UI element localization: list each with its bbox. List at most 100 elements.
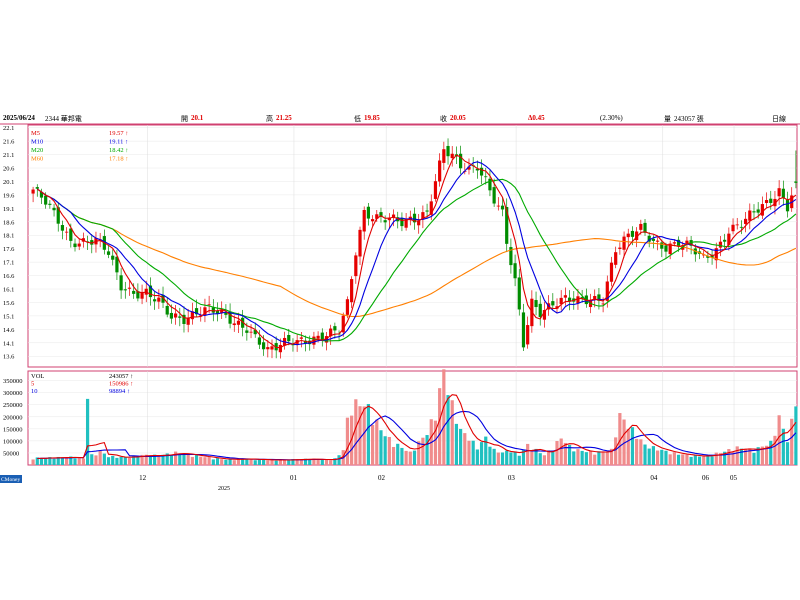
volume-bar	[555, 441, 559, 465]
candle-body	[127, 287, 132, 289]
price-tick-label: 20.1	[3, 179, 14, 186]
volume-bar	[60, 457, 65, 465]
volume-bar	[748, 448, 752, 465]
volume-bar	[391, 446, 396, 465]
volume-bar	[697, 456, 702, 465]
volume-bar	[731, 452, 735, 465]
price-legend: M5 19.57 ↑ M10 19.11 ↑ M20 18.42 ↑ M60 17.18 ↑	[31, 130, 129, 163]
candle-body	[538, 303, 542, 317]
volume-bar	[538, 453, 542, 465]
candle-body	[69, 228, 73, 241]
candle-body	[723, 239, 727, 242]
candle-body	[77, 243, 81, 247]
candle-body	[333, 326, 337, 331]
candle-body	[341, 315, 345, 333]
volume-bar	[299, 459, 303, 465]
volume-moving-average-lines	[37, 394, 797, 461]
ma10-line	[36, 161, 797, 346]
price-tick-label: 18.6	[3, 219, 15, 226]
candle-body	[358, 229, 362, 257]
candle-body	[211, 307, 215, 313]
volume-bar	[186, 453, 190, 465]
volume-bar	[148, 456, 153, 465]
volume-bar	[253, 460, 257, 465]
price-tick-label: 19.6	[3, 192, 15, 199]
volume-bar	[505, 450, 509, 465]
volume-bar	[622, 419, 626, 465]
volume-bar	[563, 442, 567, 465]
volume-bar	[576, 449, 580, 465]
volume-bar	[136, 456, 140, 465]
candle-body	[60, 225, 65, 231]
volume-bar	[601, 451, 605, 465]
volume-bar	[500, 452, 505, 465]
volume-bar	[35, 457, 39, 465]
volume-bar	[98, 450, 102, 465]
candle-body	[651, 238, 656, 241]
volume-bar	[111, 455, 115, 465]
volume-bar	[580, 450, 584, 465]
candle-body	[391, 214, 396, 218]
volume-bar	[241, 458, 245, 465]
volume-legend-name: 5	[31, 381, 34, 388]
open-value: 20.1	[191, 114, 204, 122]
volume-bar	[245, 459, 249, 465]
volume-bar	[182, 453, 186, 465]
volume-bar	[370, 424, 375, 465]
volume-bar	[56, 456, 60, 465]
volume-bar	[450, 400, 454, 465]
candle-body	[224, 312, 228, 315]
volume-bar	[211, 459, 215, 465]
volume-bar	[48, 457, 52, 465]
volume-bar	[471, 440, 475, 465]
volume-bar	[345, 417, 350, 465]
volume-bar	[199, 456, 203, 465]
price-legend-value: 18.42 ↑	[109, 147, 129, 154]
price-tick-label: 13.6	[3, 354, 15, 361]
candle-body	[215, 310, 220, 314]
volume-bar	[676, 454, 681, 465]
candle-body	[31, 189, 35, 194]
volume-bar	[232, 460, 236, 465]
candle-body	[329, 328, 333, 337]
price-tick-label: 19.1	[3, 206, 14, 213]
volume-bar	[396, 443, 400, 465]
candle-body	[450, 153, 454, 159]
volume-bar	[790, 418, 794, 465]
candle-body	[173, 313, 178, 318]
volume-bar	[119, 456, 123, 465]
candle-body	[220, 309, 224, 314]
candle-body	[593, 296, 597, 300]
volume-bar	[354, 399, 358, 465]
watermark-box	[0, 475, 22, 483]
price-tick-label: 21.6	[3, 139, 15, 146]
candle-body	[132, 290, 136, 294]
volume-bar	[400, 447, 404, 465]
price-legend-value: 17.18 ↑	[109, 156, 129, 163]
candle-body	[710, 254, 714, 258]
candle-body	[739, 226, 744, 228]
volume-bar	[106, 457, 111, 465]
volume-bar	[412, 450, 417, 465]
volume-bar	[169, 455, 174, 465]
volume-legend-name: VOL	[31, 373, 44, 380]
candle-body	[668, 243, 672, 255]
volume-bar	[161, 454, 165, 465]
volume-bar	[672, 452, 676, 465]
candle-body	[178, 316, 182, 318]
candle-body	[161, 294, 165, 303]
volume-bar	[710, 456, 714, 465]
price-legend-value: 19.11 ↑	[109, 139, 128, 146]
candle-body	[429, 201, 433, 215]
candle-body	[119, 275, 123, 291]
candle-body	[123, 289, 127, 291]
volume-bar	[609, 448, 614, 465]
period-label[interactable]: 日線	[772, 115, 786, 123]
volume-bar	[417, 441, 421, 465]
volume-bar	[626, 429, 630, 465]
change-percent: (2.30%)	[600, 114, 623, 122]
candle-body	[689, 240, 693, 246]
volume-bar	[320, 459, 324, 465]
volume-bar	[693, 454, 697, 465]
candle-body	[379, 212, 383, 217]
